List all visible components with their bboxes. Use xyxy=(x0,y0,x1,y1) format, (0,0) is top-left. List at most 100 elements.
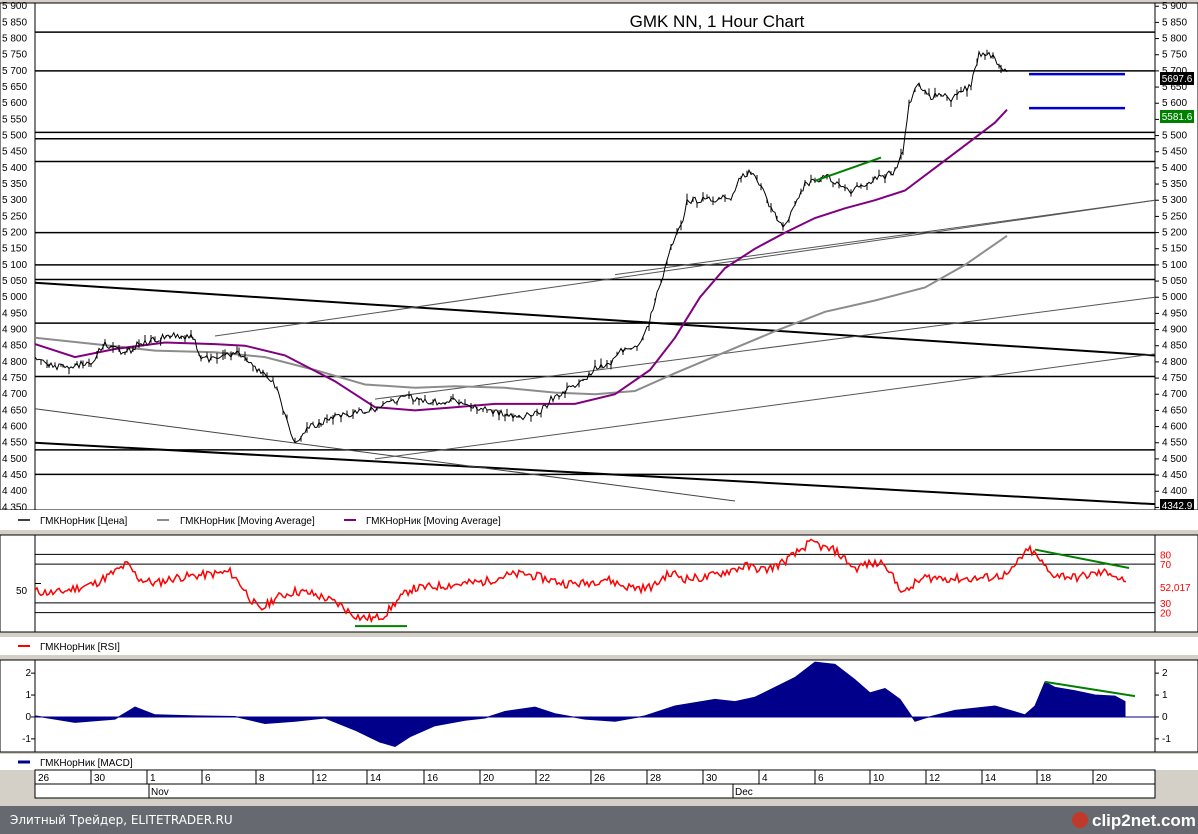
legend-ma-long-label: ГМКНорНик [Moving Average] xyxy=(180,516,315,527)
price-tick-label-right: 5 650 xyxy=(1162,82,1187,93)
trendline xyxy=(614,199,1156,276)
price-tick-label-right: 5 800 xyxy=(1162,34,1187,45)
rsi-level-label: 80 xyxy=(1160,550,1172,561)
price-axis-left xyxy=(0,2,36,511)
price-tick-label-right: 4 550 xyxy=(1162,438,1187,449)
month-label: Nov xyxy=(151,787,169,798)
price-axis-right xyxy=(1154,2,1198,511)
price-tick-label-left: 5 600 xyxy=(2,98,27,109)
bottom-price-label: 4342.9 xyxy=(1162,501,1193,512)
trendline xyxy=(374,353,1156,460)
price-series xyxy=(34,49,1008,444)
macd-panel xyxy=(34,659,1156,753)
price-tick-label-right: 4 900 xyxy=(1162,325,1187,336)
price-tick-label-left: 4 950 xyxy=(2,308,27,319)
price-tick-label-left: 5 250 xyxy=(2,211,27,222)
time-tick-label: 26 xyxy=(594,773,606,784)
time-tick-label: 1 xyxy=(150,773,156,784)
price-tick-label-left: 4 800 xyxy=(2,357,27,368)
rsi-axis-left xyxy=(0,534,36,633)
annotations xyxy=(814,72,1125,182)
rsi-level-label: 30 xyxy=(1160,599,1172,610)
price-tick-label-right: 5 150 xyxy=(1162,244,1187,255)
price-tick-label-right: 5 400 xyxy=(1162,163,1187,174)
price-tick-label-left: 5 750 xyxy=(2,50,27,61)
price-tick-label-left: 5 150 xyxy=(2,244,27,255)
trendline xyxy=(34,408,736,502)
price-tick-label-right: 4 850 xyxy=(1162,341,1187,352)
rsi-left-tick: 50 xyxy=(16,586,28,597)
macd-tick-label-left: -1 xyxy=(22,734,31,745)
time-tick-label: 16 xyxy=(427,773,439,784)
horizontal-levels xyxy=(35,31,1155,476)
month-label: Dec xyxy=(735,787,753,798)
price-tick-label-left: 4 750 xyxy=(2,373,27,384)
trendline xyxy=(374,296,1156,400)
price-tick-label-right: 4 450 xyxy=(1162,470,1187,481)
macd-tick-label-left: 1 xyxy=(25,690,31,701)
rsi-panel xyxy=(34,534,1156,633)
price-tick-label-left: 4 850 xyxy=(2,341,27,352)
divergence-line xyxy=(814,156,882,182)
price-tick-label-left: 5 050 xyxy=(2,276,27,287)
legend-macd-label: ГМКНорНик [MACD] xyxy=(40,758,133,769)
footer-logo-text: clip2net.com xyxy=(1092,811,1196,830)
macd-tick-label-left: 0 xyxy=(25,712,31,723)
price-tick-label-left: 4 350 xyxy=(2,502,27,513)
price-tick-label-right: 5 700 xyxy=(1162,66,1187,77)
chart-title: GMK NN, 1 Hour Chart xyxy=(630,12,805,31)
macd-axis-right xyxy=(1154,659,1198,753)
price-tick-label-left: 4 500 xyxy=(2,454,27,465)
price-tick-label-left: 5 650 xyxy=(2,82,27,93)
price-tick-label-right: 5 750 xyxy=(1162,50,1187,61)
price-tick-label-left: 5 850 xyxy=(2,17,27,28)
price-tick-label-right: 5 050 xyxy=(1162,276,1187,287)
price-tick-label-right: 5 350 xyxy=(1162,179,1187,190)
rsi-level-label: 70 xyxy=(1160,560,1172,571)
macd-axis-left xyxy=(0,659,36,753)
price-tick-label-right: 5 000 xyxy=(1162,292,1187,303)
price-tick-label-right: 4 750 xyxy=(1162,373,1187,384)
trendline xyxy=(34,281,1156,357)
price-tick-label-left: 4 600 xyxy=(2,422,27,433)
ma-price-tag xyxy=(1160,110,1194,123)
time-tick-label: 22 xyxy=(539,773,551,784)
rsi-level-label: 20 xyxy=(1160,609,1172,620)
time-tick-label: 6 xyxy=(818,773,824,784)
time-tick-label: 6 xyxy=(205,773,211,784)
time-tick-label: 26 xyxy=(38,773,50,784)
price-tick-label-left: 5 550 xyxy=(2,114,27,125)
footer-site-text: Элитный Трейдер, ELITETRADER.RU xyxy=(10,813,233,827)
ma-short-line xyxy=(34,109,1008,412)
price-panel xyxy=(34,2,1156,511)
footer-bar xyxy=(0,806,1198,834)
time-tick-label: 30 xyxy=(706,773,718,784)
rsi-axis-right xyxy=(1154,534,1198,633)
price-tick-label-right: 4 650 xyxy=(1162,405,1187,416)
price-tick-label-left: 4 900 xyxy=(2,325,27,336)
price-line xyxy=(34,50,1008,444)
macd-tick-label-right: -1 xyxy=(1162,734,1171,745)
price-tick-label-left: 4 650 xyxy=(2,405,27,416)
price-tick-label-right: 4 800 xyxy=(1162,357,1187,368)
price-tick-label-left: 5 300 xyxy=(2,195,27,206)
legend-rsi-label: ГМКНорНик [RSI] xyxy=(40,642,120,653)
macd-tick-label-right: 2 xyxy=(1162,668,1168,679)
price-tick-label-right: 4 950 xyxy=(1162,308,1187,319)
price-tick-label-left: 5 200 xyxy=(2,228,27,239)
price-tick-label-right: 5 600 xyxy=(1162,98,1187,109)
price-tick-label-left: 5 350 xyxy=(2,179,27,190)
price-tick-label-right: 5 300 xyxy=(1162,195,1187,206)
price-tick-label-right: 4 600 xyxy=(1162,422,1187,433)
time-tick-label: 20 xyxy=(483,773,495,784)
price-tick-label-left: 5 450 xyxy=(2,147,27,158)
price-tick-label-left: 5 900 xyxy=(2,1,27,12)
time-tick-label: 14 xyxy=(370,773,382,784)
macd-area xyxy=(34,661,1126,748)
trendline xyxy=(34,441,1156,506)
price-tick-label-left: 5 000 xyxy=(2,292,27,303)
